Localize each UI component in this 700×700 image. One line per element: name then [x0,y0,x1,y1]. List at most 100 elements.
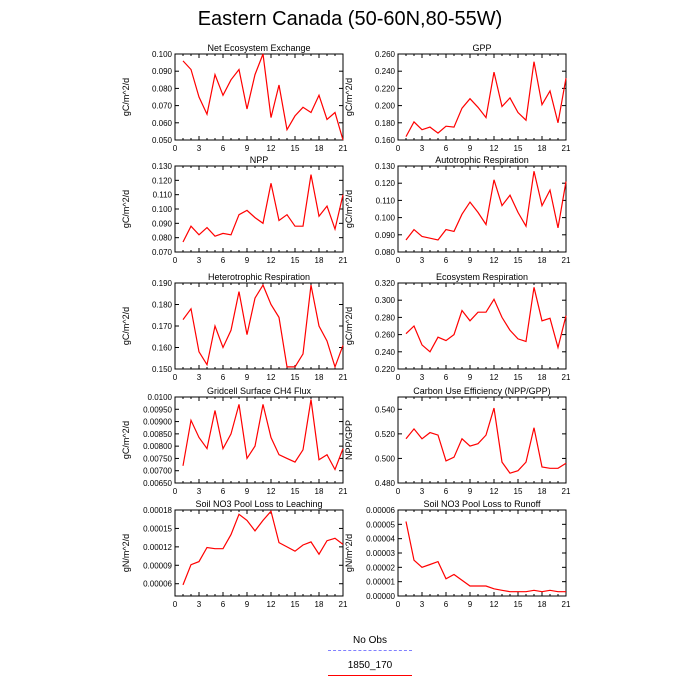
x-tick-label: 15 [291,487,300,496]
y-tick-label: 0.00800 [143,442,172,451]
x-tick-label: 9 [468,600,473,609]
chart-panel-1: Net Ecosystem Exchange gC/m^2/d 0 3 6 9 12 15 18… [121,43,348,153]
y-tick-label: 0.00950 [143,405,172,414]
panel-title: Soil NO3 Pool Loss to Leaching [195,499,322,509]
x-tick-label: 21 [562,256,571,265]
x-tick-label: 12 [490,144,499,153]
y-tick-label: 0.130 [152,162,173,171]
y-tick-label: 0.220 [375,365,396,374]
x-tick-label: 3 [197,256,202,265]
x-tick-label: 18 [538,144,547,153]
y-tick-label: 0.540 [375,405,396,414]
y-tick-label: 0.070 [152,248,173,257]
x-tick-label: 3 [420,256,425,265]
x-tick-label: 3 [197,487,202,496]
y-axis-label: NPP/GPP [344,420,354,460]
x-tick-label: 21 [339,600,348,609]
y-tick-label: 0.240 [375,348,396,357]
y-axis-label: gC/m^2/d [344,78,354,116]
x-tick-label: 18 [538,487,547,496]
x-tick-label: 15 [514,373,523,382]
x-tick-label: 21 [562,600,571,609]
series-line [182,509,344,586]
x-tick-label: 9 [245,487,250,496]
plot-frame [397,396,567,484]
plot-frame [174,53,344,141]
x-tick-label: 6 [444,256,449,265]
panel-title: Heterotrophic Respiration [208,272,310,282]
y-tick-label: 0.0100 [148,393,173,402]
x-tick-label: 0 [396,487,401,496]
series-line [405,61,567,137]
x-tick-label: 6 [221,144,226,153]
legend-label-run: 1850_170 [347,660,393,671]
y-tick-label: 0.190 [152,279,173,288]
series-line [405,171,567,241]
legend-line-run [328,675,412,676]
y-tick-label: 0.130 [375,162,396,171]
x-tick-label: 3 [420,487,425,496]
plot-frame [174,396,344,484]
y-tick-label: 0.480 [375,479,396,488]
x-tick-label: 6 [221,256,226,265]
series-line [182,399,344,471]
y-tick-label: 0.120 [375,179,396,188]
y-axis-label: gN/m^2/d [121,534,131,572]
x-tick-label: 9 [468,144,473,153]
x-tick-label: 15 [514,600,523,609]
y-tick-label: 0.100 [375,214,396,223]
x-tick-label: 12 [267,144,276,153]
x-tick-label: 6 [444,600,449,609]
x-tick-label: 6 [444,144,449,153]
x-tick-label: 12 [490,487,499,496]
x-tick-label: 15 [291,600,300,609]
y-axis-label: gC/m^2/d [121,190,131,228]
x-tick-label: 12 [267,600,276,609]
chart-panel-4: Autotrophic Respiration gC/m^2/d 0 3 6 9 12 15 1… [344,155,571,265]
panel-title: Gridcell Surface CH4 Flux [207,386,312,396]
x-tick-label: 21 [339,487,348,496]
legend-line-no-obs [328,650,412,651]
panel-title: Carbon Use Efficiency (NPP/GPP) [413,386,550,396]
y-tick-label: 0.180 [152,301,173,310]
y-tick-label: 0.280 [375,313,396,322]
y-axis-label: gC/m^2/d [121,307,131,345]
figure-title: Eastern Canada (50-60N,80-55W) [197,8,503,30]
x-tick-label: 12 [267,256,276,265]
y-tick-label: 0.090 [152,67,173,76]
y-tick-label: 0.090 [375,231,396,240]
x-tick-label: 6 [221,373,226,382]
chart-panel-8: Carbon Use Efficiency (NPP/GPP) NPP/GPP 0 3… [344,386,571,496]
x-tick-label: 21 [562,144,571,153]
x-tick-label: 9 [468,373,473,382]
series-line [405,407,567,474]
y-tick-label: 0.090 [152,219,173,228]
y-tick-label: 0.500 [375,454,396,463]
chart-panel-10: Soil NO3 Pool Loss to Runoff gN/m^2/d 0 3 6 9… [344,499,571,609]
plot-frame [397,165,567,253]
y-tick-label: 0.150 [152,365,173,374]
y-tick-label: 0.170 [152,322,173,331]
y-tick-label: 0.080 [152,234,173,243]
x-tick-label: 3 [197,373,202,382]
x-tick-label: 18 [538,256,547,265]
y-tick-label: 0.180 [375,119,396,128]
y-tick-label: 0.080 [375,248,396,257]
x-tick-label: 15 [291,256,300,265]
x-tick-label: 9 [468,256,473,265]
y-tick-label: 0.00015 [143,524,172,533]
chart-panel-2: GPP gC/m^2/d 0 3 6 9 12 15 18 21 0.160 0.180 0.200 0.… [344,43,571,153]
y-tick-label: 0.220 [375,84,396,93]
y-tick-label: 0.00003 [366,549,395,558]
y-tick-label: 0.00006 [143,580,172,589]
series-line [182,174,344,243]
x-tick-label: 12 [267,373,276,382]
series-line [182,283,344,369]
x-tick-label: 21 [339,256,348,265]
x-tick-label: 0 [173,373,178,382]
x-tick-label: 12 [490,600,499,609]
x-tick-label: 15 [514,487,523,496]
plot-frame [174,282,344,370]
x-tick-label: 0 [396,144,401,153]
y-tick-label: 0.100 [152,205,173,214]
